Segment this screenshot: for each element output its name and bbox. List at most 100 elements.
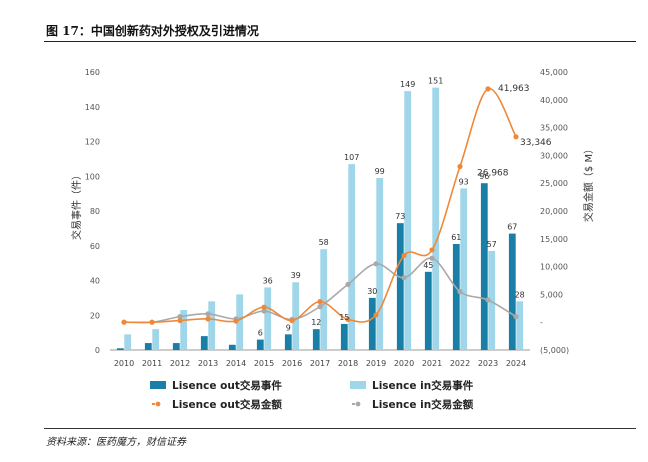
bar-license-out-events	[368, 297, 376, 350]
point-license-in-amount	[401, 275, 407, 281]
x-tick-label: 2024	[506, 359, 526, 368]
figure-title: 图 17：中国创新药对外授权及引进情况	[46, 24, 259, 38]
bar-license-out-events	[116, 348, 124, 350]
legend-label: Lisence out交易事件	[172, 379, 282, 392]
point-license-out-amount	[205, 316, 211, 322]
bar-label-license-out: 45	[423, 261, 433, 270]
y-right-tick-label: 5,000	[540, 290, 563, 299]
data-labels: 6 9 12 15 30 73 45 61 96 67 36 39 58 107 99 149 151 93 57 2…	[258, 77, 552, 338]
bar-license-in-events	[236, 294, 244, 350]
bar-label-license-out: 96	[479, 172, 489, 181]
bar-license-out-events	[340, 323, 348, 350]
bar-label-license-in: 151	[428, 77, 443, 86]
bar-label-license-in: 107	[344, 153, 359, 162]
y-right-tick-label: 40,000	[540, 96, 568, 105]
x-tick-label: 2020	[394, 359, 414, 368]
bar-label-license-out: 30	[367, 287, 377, 296]
point-license-out-amount	[177, 317, 183, 324]
figure-header: 图 17：中国创新药对外授权及引进情况	[44, 18, 636, 42]
x-tick-label: 2010	[114, 359, 134, 368]
line-label-license-out: 33,346	[520, 138, 552, 148]
x-tick-label: 2016	[282, 359, 302, 368]
legend-label: Lisence in交易金额	[372, 398, 474, 411]
bar-license-out-events	[452, 244, 460, 350]
bar-label-license-out: 6	[258, 329, 263, 338]
x-tick-label: 2023	[478, 359, 498, 368]
bar-license-out-events	[228, 344, 236, 350]
point-license-out-amount	[317, 299, 323, 305]
y-left-tick-label: 120	[85, 138, 100, 147]
bar-label-license-in: 99	[375, 167, 385, 176]
y-right-tick-label: 45,000	[540, 68, 568, 77]
y-right-tick-label: 20,000	[540, 207, 568, 216]
y-right-axis-title: 交易金额（$ M）	[582, 144, 595, 222]
source-note: 资料来源：医药魔方，财信证券	[46, 437, 186, 448]
x-tick-label: 2013	[198, 359, 218, 368]
point-license-in-amount	[317, 304, 323, 310]
y-left-tick-label: 20	[90, 311, 100, 320]
bar-label-license-in: 149	[400, 80, 415, 89]
bar-license-out-events	[508, 233, 516, 350]
bar-license-in-events	[432, 87, 440, 350]
x-tick-label: 2015	[254, 359, 274, 368]
point-license-out-amount	[485, 86, 491, 92]
y-left-tick-label: 80	[90, 207, 100, 216]
bar-label-license-out: 61	[451, 233, 461, 242]
bar-license-out-events	[424, 271, 432, 350]
point-license-in-amount	[177, 314, 183, 320]
y-left-tick-label: 140	[85, 103, 100, 112]
bar-label-license-out: 9	[286, 323, 291, 332]
bar-series	[116, 87, 524, 351]
point-license-out-amount	[457, 163, 463, 170]
legend-label: Lisence in交易事件	[372, 379, 474, 392]
y-left-axis-title: 交易事件（件）	[70, 170, 83, 240]
bar-license-out-events	[284, 334, 292, 350]
bar-license-in-events	[348, 164, 356, 350]
x-tick-label: 2014	[226, 359, 246, 368]
bar-license-in-events	[292, 282, 300, 350]
bar-license-in-events	[460, 188, 468, 350]
bar-license-out-events	[312, 329, 320, 350]
point-license-in-amount	[345, 281, 351, 287]
bar-license-out-events	[200, 336, 208, 350]
bar-label-license-out: 12	[311, 318, 321, 327]
point-license-out-amount	[373, 312, 379, 318]
chart-axes: 0 20 40 60 80 100 120 140 160 (5,000) - 5,000 10,000…	[70, 68, 595, 368]
point-license-in-amount	[205, 311, 211, 317]
line-license-out-amount	[123, 88, 517, 324]
point-license-out-amount	[149, 319, 155, 325]
bar-license-in-events	[264, 287, 272, 350]
bar-label-license-in: 28	[515, 290, 525, 299]
bar-license-out-events	[144, 343, 152, 350]
bar-license-out-events	[480, 183, 488, 350]
point-license-in-amount	[373, 261, 379, 267]
bar-license-in-events	[488, 250, 496, 350]
bar-license-in-events	[516, 301, 524, 350]
chart-legend: Lisence out交易事件 Lisence in交易事件 Lisence out…	[150, 379, 474, 411]
bar-license-out-events	[256, 339, 264, 350]
bar-license-in-events	[320, 249, 328, 350]
point-license-out-amount	[121, 319, 127, 325]
y-right-tick-label: 35,000	[540, 124, 568, 133]
point-license-out-amount	[429, 247, 435, 253]
bar-license-in-events	[180, 310, 188, 350]
bar-label-license-in: 36	[263, 276, 273, 285]
point-license-out-amount	[401, 252, 407, 259]
header-divider	[44, 41, 636, 42]
legend-label: Lisence out交易金额	[172, 398, 282, 411]
y-right-tick-label: 30,000	[540, 151, 568, 160]
point-license-in-amount	[429, 255, 435, 261]
x-tick-label: 2012	[170, 359, 190, 368]
point-license-in-amount	[513, 314, 519, 320]
bar-label-license-in: 39	[291, 271, 301, 280]
legend-swatch-marker	[155, 401, 161, 407]
y-left-tick-label: 160	[85, 68, 100, 77]
line-label-license-out: 41,963	[498, 84, 530, 94]
point-license-out-amount	[345, 316, 351, 323]
y-left-tick-label: 60	[90, 242, 100, 251]
bar-license-in-events	[208, 301, 216, 350]
y-left-tick-label: 40	[90, 277, 100, 286]
x-tick-label: 2019	[366, 359, 386, 368]
legend-swatch-marker	[355, 401, 361, 407]
x-tick-label: 2011	[142, 359, 162, 368]
